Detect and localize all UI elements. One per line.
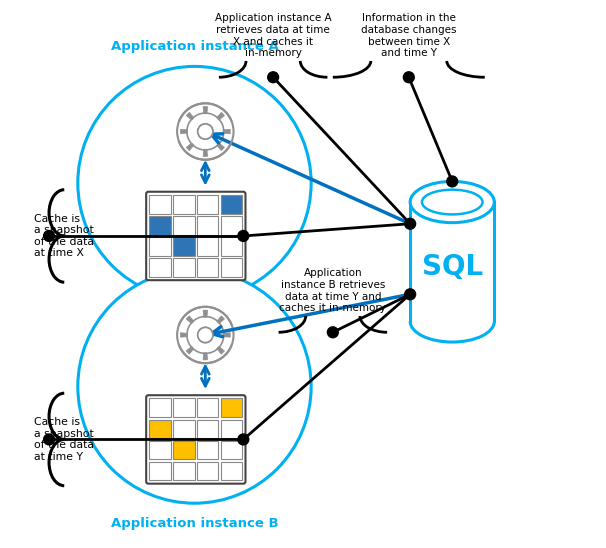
- Circle shape: [198, 327, 213, 342]
- Text: Application
instance B retrieves
data at time Y and
caches it in-memory: Application instance B retrieves data at…: [279, 269, 386, 313]
- Circle shape: [405, 218, 416, 229]
- Circle shape: [198, 124, 213, 139]
- Text: Application instance B: Application instance B: [111, 517, 278, 530]
- Bar: [221, 461, 242, 481]
- Circle shape: [187, 317, 224, 353]
- Polygon shape: [223, 333, 230, 337]
- Circle shape: [198, 124, 213, 139]
- Bar: [197, 195, 219, 214]
- Bar: [150, 237, 171, 256]
- Circle shape: [78, 270, 311, 503]
- Text: Cache is
a snapshot
of the data
at time Y: Cache is a snapshot of the data at time …: [35, 417, 95, 462]
- Polygon shape: [217, 112, 224, 120]
- Polygon shape: [203, 353, 208, 360]
- Polygon shape: [181, 333, 188, 337]
- Polygon shape: [217, 346, 224, 354]
- Bar: [150, 216, 171, 235]
- Bar: [197, 216, 219, 235]
- Bar: [197, 398, 219, 418]
- Polygon shape: [186, 346, 194, 354]
- FancyBboxPatch shape: [146, 395, 245, 484]
- Bar: [150, 461, 171, 481]
- Circle shape: [268, 72, 279, 83]
- Bar: [197, 420, 219, 438]
- Polygon shape: [186, 316, 194, 323]
- Bar: [150, 441, 171, 459]
- Bar: [173, 195, 195, 214]
- Bar: [221, 258, 242, 277]
- Bar: [173, 237, 195, 256]
- Circle shape: [44, 434, 55, 445]
- Bar: [173, 216, 195, 235]
- Circle shape: [238, 231, 248, 241]
- FancyBboxPatch shape: [146, 192, 245, 280]
- Ellipse shape: [410, 181, 494, 222]
- Polygon shape: [203, 107, 208, 114]
- Circle shape: [177, 307, 233, 363]
- Circle shape: [187, 113, 224, 150]
- Circle shape: [447, 176, 458, 187]
- Text: Application instance A: Application instance A: [111, 40, 278, 53]
- Bar: [221, 441, 242, 459]
- Bar: [150, 420, 171, 438]
- Bar: [221, 195, 242, 214]
- Polygon shape: [223, 129, 230, 134]
- Circle shape: [405, 289, 416, 300]
- Bar: [221, 237, 242, 256]
- Bar: [197, 237, 219, 256]
- Bar: [173, 461, 195, 481]
- Polygon shape: [181, 129, 188, 134]
- Circle shape: [78, 66, 311, 300]
- Bar: [173, 420, 195, 438]
- Circle shape: [177, 103, 233, 159]
- Bar: [173, 398, 195, 418]
- Circle shape: [404, 72, 415, 83]
- Bar: [221, 398, 242, 418]
- Polygon shape: [186, 112, 194, 120]
- Text: Application instance A
retrieves data at time
X and caches it
in-memory: Application instance A retrieves data at…: [215, 14, 331, 58]
- Polygon shape: [203, 310, 208, 317]
- Bar: [197, 461, 219, 481]
- Bar: [150, 258, 171, 277]
- Bar: [173, 441, 195, 459]
- Polygon shape: [217, 143, 224, 151]
- Bar: [221, 216, 242, 235]
- Text: SQL: SQL: [422, 253, 483, 281]
- Circle shape: [44, 231, 55, 241]
- Circle shape: [327, 327, 338, 338]
- Text: Cache is
a snapshot
of the data
at time X: Cache is a snapshot of the data at time …: [35, 214, 95, 258]
- Bar: [173, 258, 195, 277]
- Polygon shape: [217, 316, 224, 323]
- Circle shape: [238, 434, 248, 445]
- Bar: [197, 441, 219, 459]
- Circle shape: [198, 327, 213, 342]
- Polygon shape: [186, 143, 194, 151]
- Bar: [150, 195, 171, 214]
- Text: Information in the
database changes
between time X
and time Y: Information in the database changes betw…: [361, 14, 456, 58]
- Bar: [150, 398, 171, 418]
- Bar: [197, 258, 219, 277]
- Polygon shape: [203, 149, 208, 156]
- Bar: [410, 202, 494, 322]
- Bar: [221, 420, 242, 438]
